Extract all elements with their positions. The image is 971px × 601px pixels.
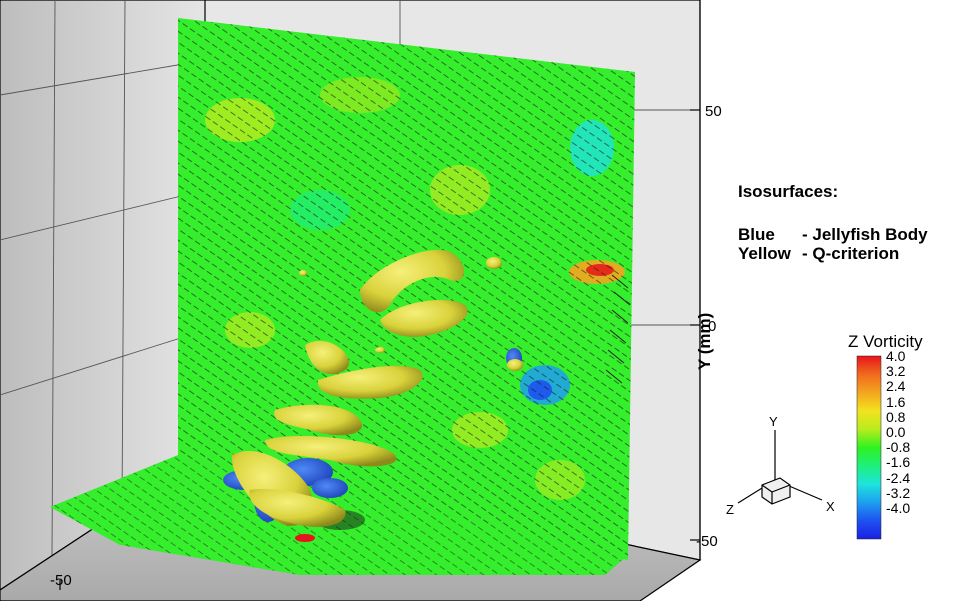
q-criterion-isosurface: [231, 249, 523, 527]
isosurface-blue-desc: - Jellyfish Body: [802, 225, 928, 244]
y-tick-50: 50: [705, 103, 722, 120]
y-axis-label: Y (mm): [695, 312, 714, 370]
colorbar-label: -3.2: [886, 484, 911, 501]
colorbar-label: 2.4: [886, 378, 906, 395]
y-axis-ticks: [690, 0, 701, 560]
triad-x-label: X: [826, 499, 835, 514]
colorbar-label: 1.6: [886, 393, 906, 410]
colorbar-labels: 4.0 3.2 2.4 1.6 0.8 0.0 -0.8 -1.6 -2.4 -…: [886, 348, 911, 517]
triad-y-label: Y: [769, 414, 778, 429]
isosurface-yellow-desc: - Q-criterion: [802, 244, 900, 263]
y-tick-0: 0: [708, 318, 717, 335]
isosurfaces-title: Isosurfaces:: [738, 182, 839, 201]
triad-z-label: Z: [726, 502, 734, 517]
colorbar-label: 0.8: [886, 408, 906, 425]
colorbar-label: -0.8: [886, 439, 911, 456]
isosurface-blue-name: Blue: [738, 225, 775, 244]
colorbar: [856, 355, 882, 540]
x-tick-minus-50: -50: [50, 572, 72, 589]
colorbar-title: Z Vorticity: [848, 332, 923, 351]
isosurface-yellow-name: Yellow: [738, 244, 791, 263]
y-tick-minus-50: -50: [696, 533, 718, 550]
colorbar-label: -2.4: [886, 469, 911, 486]
colorbar-label: 3.2: [886, 363, 906, 380]
colorbar-label: 0.0: [886, 424, 906, 441]
axis-triad: [737, 430, 823, 505]
colorbar-label: 4.0: [886, 348, 906, 364]
left-wall-grid: [0, 0, 208, 556]
colorbar-label: -1.6: [886, 454, 911, 471]
colorbar-label: -4.0: [886, 500, 911, 517]
